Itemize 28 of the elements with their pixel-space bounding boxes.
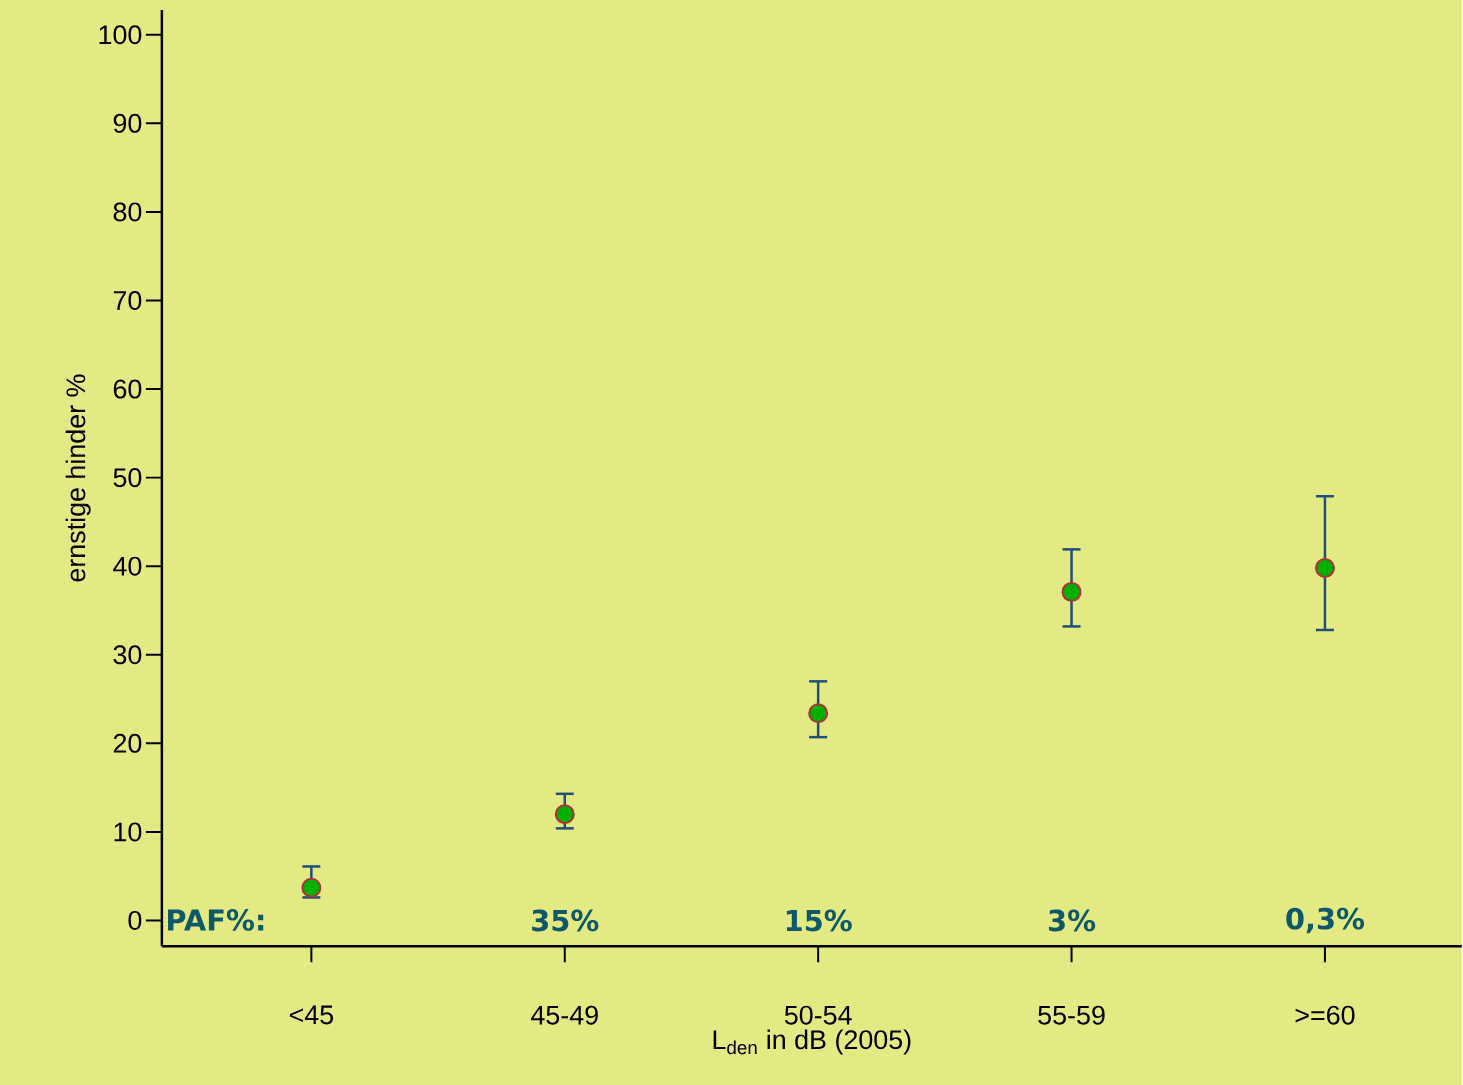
point [808, 703, 829, 724]
y-tick-label: 60 [113, 379, 142, 399]
y-tick-label: 80 [113, 202, 142, 222]
y-tick-label: 90 [113, 113, 142, 133]
annotation: 35% [532, 909, 599, 932]
x-tick-label: 45-49 [531, 1005, 598, 1025]
y-tick-label: 100 [99, 25, 142, 45]
y-tick-label: 20 [113, 733, 142, 753]
annotation: 0,3% [1286, 907, 1365, 934]
annotation: 3% [1048, 909, 1096, 932]
x-tick-label: >=60 [1295, 1005, 1355, 1025]
y-tick-label: 70 [113, 290, 142, 310]
y-axis-title: ernstige hinder % [65, 374, 91, 582]
point [1061, 581, 1082, 602]
x-axis-title: L$_{den}$ in dB (2005) [713, 1029, 911, 1055]
y-tick-label: 30 [113, 645, 142, 665]
annotation: PAF%: [168, 909, 264, 931]
y-tick-label: 0 [128, 910, 142, 930]
x-tick-label: 50-54 [784, 1005, 852, 1025]
annotation: 15% [786, 909, 852, 932]
x-tick-label: <45 [289, 1005, 334, 1025]
y-tick-label: 50 [113, 468, 142, 488]
y-tick-label: 10 [114, 822, 142, 842]
point [554, 804, 575, 825]
x-tick-label: 55-59 [1038, 1005, 1105, 1025]
point [1314, 557, 1335, 578]
y-tick-label: 40 [113, 556, 142, 576]
point [301, 877, 322, 898]
